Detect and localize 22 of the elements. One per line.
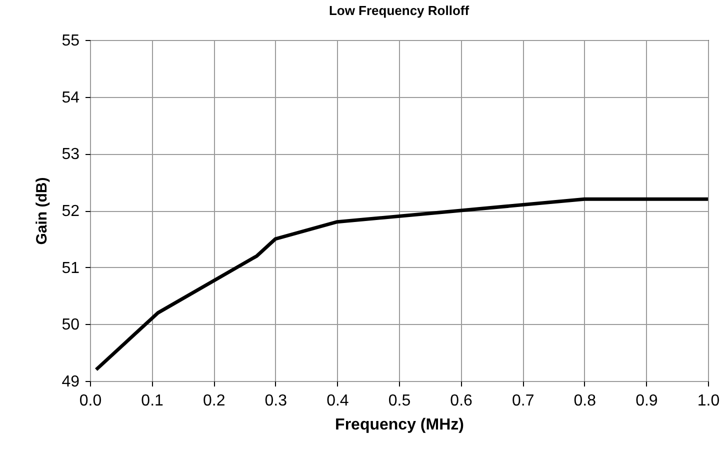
x-tick-label: 0.4 bbox=[326, 392, 349, 410]
x-tick-label: 0.5 bbox=[388, 392, 411, 410]
x-tick-label: 0.7 bbox=[512, 392, 534, 410]
y-axis-title: Gain (dB) bbox=[34, 177, 51, 245]
line-series bbox=[94, 197, 710, 372]
x-tick-label: 0.6 bbox=[450, 392, 473, 410]
y-tick-label: 55 bbox=[62, 32, 80, 50]
x-tick-label: 0.8 bbox=[574, 392, 596, 410]
x-tick-label: 0.9 bbox=[636, 392, 658, 410]
y-tick-label: 51 bbox=[62, 260, 80, 277]
y-tick-label: 49 bbox=[62, 374, 80, 390]
x-tick-label: 0.1 bbox=[141, 392, 164, 410]
y-tick-label: 50 bbox=[62, 316, 80, 334]
x-tick-label: 0.2 bbox=[202, 392, 226, 410]
y-tick-label: 53 bbox=[62, 146, 80, 164]
y-tick-label: 54 bbox=[62, 89, 80, 106]
y-tick-label: 52 bbox=[62, 203, 80, 220]
x-tick-label: 0.0 bbox=[79, 392, 102, 410]
x-axis-title: Frequency (MHz) bbox=[335, 416, 464, 434]
chart-title: Low Frequency Rolloff bbox=[328, 3, 470, 18]
x-tick-label: 0.3 bbox=[264, 392, 288, 410]
x-tick-label: 1.0 bbox=[697, 392, 720, 410]
